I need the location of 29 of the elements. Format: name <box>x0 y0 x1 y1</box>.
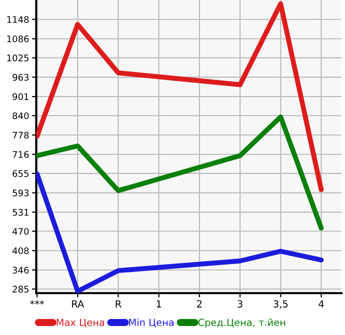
y-tick-label: 531 <box>12 208 28 216</box>
y-tick-label: 1086 <box>7 35 29 42</box>
y-tick-label: 963 <box>12 74 29 81</box>
legend-label: Сред.Цена, т.йен <box>198 318 286 328</box>
y-tick-label: 840 <box>12 112 29 120</box>
x-tick-label: 3,5 <box>274 300 288 309</box>
x-tick-label: *** <box>30 300 44 305</box>
x-tick-label: 2 <box>197 300 202 308</box>
y-tick-label: 408 <box>12 247 29 254</box>
line-series <box>36 1 324 192</box>
y-tick-label: 716 <box>12 151 29 158</box>
y-tick-label: 593 <box>12 190 29 196</box>
x-tick-label: RA <box>72 300 84 308</box>
y-tick-label: 346 <box>12 266 29 274</box>
y-tick-label: 470 <box>12 228 29 235</box>
x-tick-label: 3 <box>238 300 242 308</box>
legend-label: Max Цена <box>56 318 104 328</box>
y-tick-label: 901 <box>12 93 28 100</box>
line-series <box>36 114 324 231</box>
line-series <box>36 171 324 294</box>
legend-label: Min Цена <box>129 318 174 328</box>
y-tick-label: 285 <box>12 286 28 293</box>
x-tick-label: R <box>116 300 122 308</box>
y-tick-label: 1025 <box>7 54 28 62</box>
y-tick-label: 1148 <box>7 16 29 23</box>
y-tick-label: 655 <box>12 170 28 177</box>
x-tick-label: 1 <box>156 300 162 308</box>
y-tick-label: 778 <box>12 132 29 139</box>
x-tick-label: 4 <box>318 300 324 308</box>
